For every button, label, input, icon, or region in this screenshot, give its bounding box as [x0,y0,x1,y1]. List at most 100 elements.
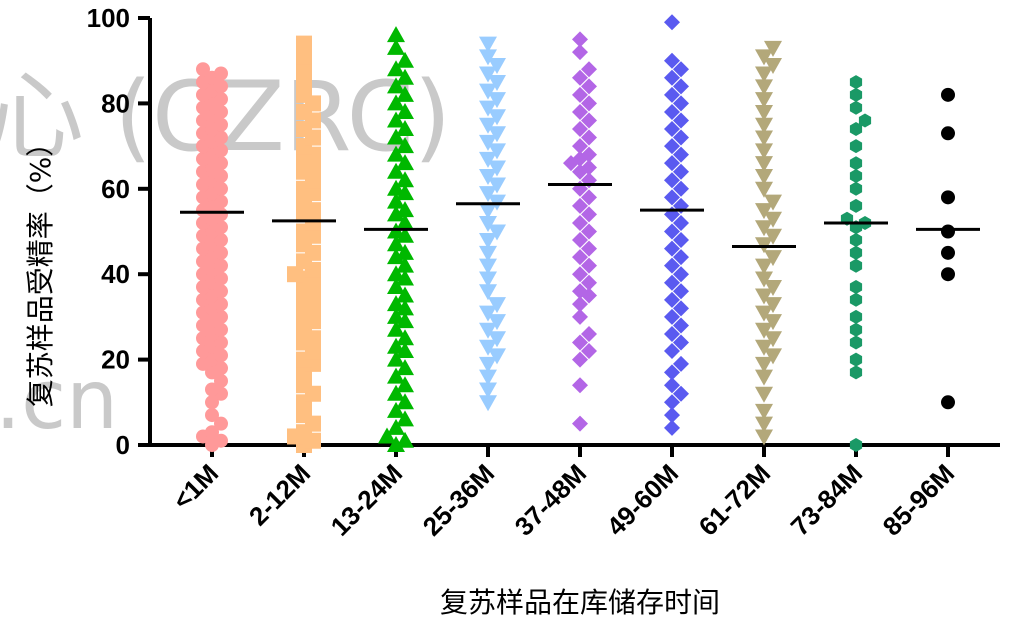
data-point [396,184,414,201]
data-point [664,377,680,394]
data-point [572,44,588,61]
data-point [572,69,588,86]
data-point [581,146,597,163]
data-point [214,117,228,132]
data-point [664,325,680,342]
data-point [214,245,228,260]
data-point [664,172,680,189]
data-point [396,269,414,286]
data-point [387,418,405,435]
data-point [572,86,588,103]
data-point [479,203,497,220]
data-point [214,143,228,158]
data-point [664,407,680,424]
data-point [479,395,497,412]
data-point [755,258,773,275]
data-point [214,416,228,431]
data-point [378,427,396,444]
data-point [664,274,680,291]
y-tick-label: 40 [101,259,130,289]
data-point [296,377,312,394]
data-point [755,168,773,185]
data-point [764,348,782,365]
data-point [387,38,405,55]
data-point [214,79,228,94]
data-point [764,228,782,245]
data-point [764,40,782,57]
data-point [396,410,414,427]
data-point [849,233,863,247]
data-point [941,87,955,102]
x-tick-label: 2-12M [243,458,316,531]
data-point [296,86,312,103]
data-point [673,78,689,95]
data-point [396,68,414,85]
data-point [387,77,405,94]
data-point [387,436,405,452]
data-point [755,305,773,322]
data-point [849,335,863,350]
data-point [673,112,689,129]
data-point [755,220,773,237]
data-point [755,49,773,66]
x-tick-label: 13-24M [325,458,409,542]
data-point [581,257,597,274]
x-tick-label: 25-36M [417,458,501,542]
series-13-24M [378,26,414,452]
data-point [673,385,689,402]
data-point [387,265,405,282]
data-point [396,256,414,273]
data-point [849,75,863,90]
data-point [581,189,597,206]
data-point [387,295,405,312]
data-point [755,117,773,134]
data-point [849,352,863,367]
data-point [479,151,497,168]
data-point [755,130,773,147]
data-point [755,92,773,109]
data-point [214,92,228,107]
data-point [581,129,597,146]
data-point [673,355,689,372]
data-point [581,206,597,223]
data-point [387,307,405,324]
data-point [214,181,228,196]
data-point [664,103,680,120]
data-point [387,145,405,162]
data-point [214,309,228,324]
data-point [479,168,497,185]
x-tick-label: 73-84M [785,458,869,542]
data-point [673,317,689,334]
x-axis-title: 复苏样品在库储存时间 [440,586,720,619]
series-25-36M [479,36,506,412]
data-point [764,57,782,74]
data-point [396,213,414,230]
data-point [205,408,219,423]
data-point [849,169,863,183]
data-point [664,257,680,274]
data-points [196,14,955,453]
data-point [664,291,680,308]
data-point [755,356,773,373]
data-point [858,113,872,128]
data-point [214,66,228,81]
data-point [387,278,405,295]
data-point [488,92,506,109]
data-point [664,14,680,31]
data-point [479,245,497,262]
data-point [849,258,863,273]
data-point [387,367,405,384]
series-73-84M [840,75,872,452]
data-point [479,186,497,203]
data-point [755,181,773,198]
x-tick-label: 85-96M [877,458,961,542]
data-point [673,283,689,300]
data-point [755,288,773,305]
data-point [214,433,228,448]
data-point [581,274,597,291]
data-point [387,128,405,145]
data-point [205,382,219,397]
data-point [296,407,312,424]
data-point [396,431,414,448]
data-point [479,134,497,151]
